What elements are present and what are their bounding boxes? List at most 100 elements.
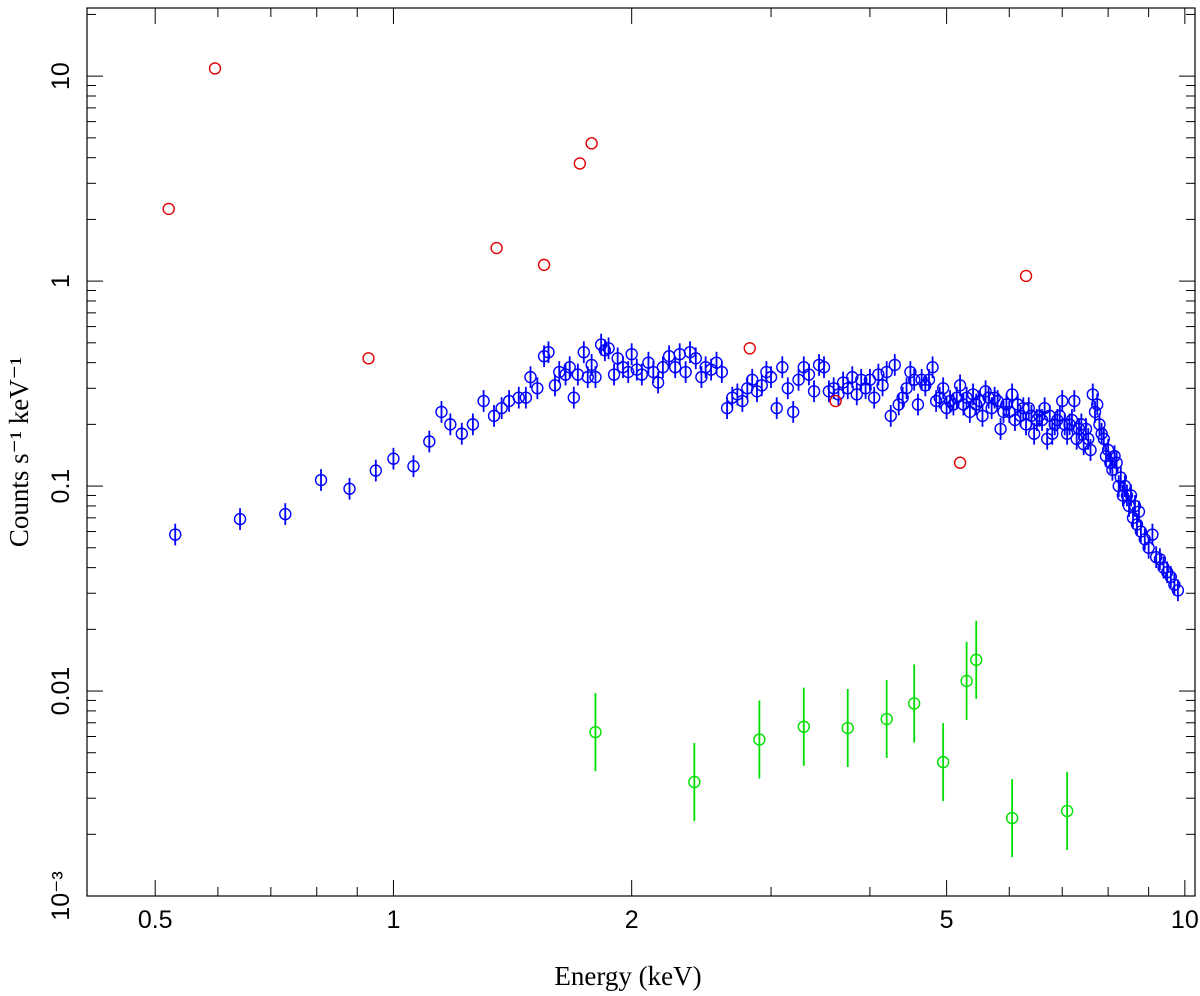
data-series xyxy=(162,62,1185,858)
source-data-point xyxy=(1084,443,1097,457)
source-data-point xyxy=(512,391,525,404)
lines-data-point xyxy=(743,342,756,355)
series-source xyxy=(169,333,1185,602)
source-data-point xyxy=(976,409,989,423)
source-data-point xyxy=(423,435,436,448)
background-data-point xyxy=(841,721,854,735)
source-data-point xyxy=(1132,505,1146,518)
x-tick-label: 2 xyxy=(625,906,639,934)
source-data-point xyxy=(988,391,1001,404)
background-data-point xyxy=(960,674,973,688)
lines-data-point xyxy=(1019,269,1033,283)
source-data-point xyxy=(947,398,960,411)
source-data-point xyxy=(1035,413,1049,427)
source-data-point xyxy=(900,382,913,395)
source-data-point xyxy=(589,370,602,384)
source-data-point xyxy=(407,460,420,473)
source-data-point xyxy=(651,376,665,389)
source-data-point xyxy=(559,368,572,381)
x-tick-label: 10 xyxy=(1171,906,1199,934)
axis-ticks: 0.5 1 2 5 10 10⁻³ 0.01 0.1 1 10 xyxy=(47,8,1199,934)
source-data-point xyxy=(907,373,921,386)
x-tick-label: 5 xyxy=(940,906,954,934)
source-data-point xyxy=(495,401,508,415)
background-data-point xyxy=(753,733,766,746)
source-data-point xyxy=(776,361,789,374)
source-data-point xyxy=(911,398,925,411)
source-data-point xyxy=(1099,449,1113,463)
source-data-point xyxy=(1153,552,1167,566)
source-data-point xyxy=(970,398,983,411)
source-data-point xyxy=(781,382,795,395)
source-data-point xyxy=(1146,528,1159,541)
source-data-point xyxy=(841,382,854,395)
source-data-point xyxy=(991,394,1004,408)
source-data-point xyxy=(979,385,992,398)
source-data-point xyxy=(1060,427,1074,440)
background-data-point xyxy=(936,755,950,769)
source-data-point xyxy=(1088,405,1102,419)
source-data-point xyxy=(1106,463,1119,477)
source-data-point xyxy=(524,370,537,384)
source-data-point xyxy=(656,361,670,374)
source-data-point xyxy=(940,401,953,415)
source-data-point xyxy=(577,345,591,359)
background-data-point xyxy=(1060,804,1074,818)
lines-data-point xyxy=(953,456,967,469)
source-data-point xyxy=(943,394,957,408)
source-data-point xyxy=(548,379,562,392)
y-tick-label: 1 xyxy=(47,274,75,288)
background-data-point xyxy=(880,712,893,726)
source-data-point xyxy=(581,370,594,384)
y-axis-title: Counts s⁻¹ keV⁻¹ xyxy=(4,357,34,547)
source-data-point xyxy=(1110,456,1123,469)
source-data-point xyxy=(792,373,805,386)
source-data-point xyxy=(1134,525,1148,538)
y-tick-label: 10⁻³ xyxy=(47,871,75,920)
source-data-point xyxy=(444,418,457,431)
source-data-point xyxy=(817,361,831,374)
lines-data-point xyxy=(573,157,587,170)
series-lines xyxy=(162,62,1033,469)
source-data-point xyxy=(602,342,615,355)
source-data-point xyxy=(679,365,692,379)
source-data-point xyxy=(872,368,885,381)
source-data-point xyxy=(455,427,468,440)
source-data-point xyxy=(487,409,501,423)
source-data-point xyxy=(832,388,845,401)
source-data-point xyxy=(884,409,897,423)
source-data-point xyxy=(1164,570,1178,584)
background-data-point xyxy=(688,775,701,789)
source-data-point xyxy=(1142,541,1155,554)
source-data-point xyxy=(1124,489,1138,502)
source-data-point xyxy=(929,394,943,408)
source-data-point xyxy=(477,394,490,408)
lines-data-point xyxy=(537,258,551,272)
source-data-point xyxy=(1046,427,1059,440)
source-data-point xyxy=(537,350,551,363)
source-data-point xyxy=(622,365,635,379)
source-data-point xyxy=(1171,584,1185,597)
y-tick-label: 10 xyxy=(47,62,75,90)
source-data-point xyxy=(755,379,768,392)
source-data-point xyxy=(715,365,729,379)
background-data-point xyxy=(589,725,602,739)
source-data-point xyxy=(950,391,963,404)
source-data-point xyxy=(567,391,580,404)
background-data-point xyxy=(970,653,983,667)
source-data-point xyxy=(1056,394,1069,408)
source-data-point xyxy=(904,365,917,379)
source-data-point xyxy=(1130,518,1144,531)
source-data-point xyxy=(314,473,328,487)
source-data-point xyxy=(957,398,970,411)
source-data-point xyxy=(1086,388,1099,401)
source-data-point xyxy=(926,361,939,374)
source-data-point xyxy=(953,379,967,392)
source-data-point xyxy=(387,452,400,465)
source-data-point xyxy=(607,368,621,381)
source-data-point xyxy=(435,405,448,419)
source-data-point xyxy=(1091,398,1104,411)
source-data-point xyxy=(1022,401,1035,415)
source-data-point xyxy=(625,347,638,361)
